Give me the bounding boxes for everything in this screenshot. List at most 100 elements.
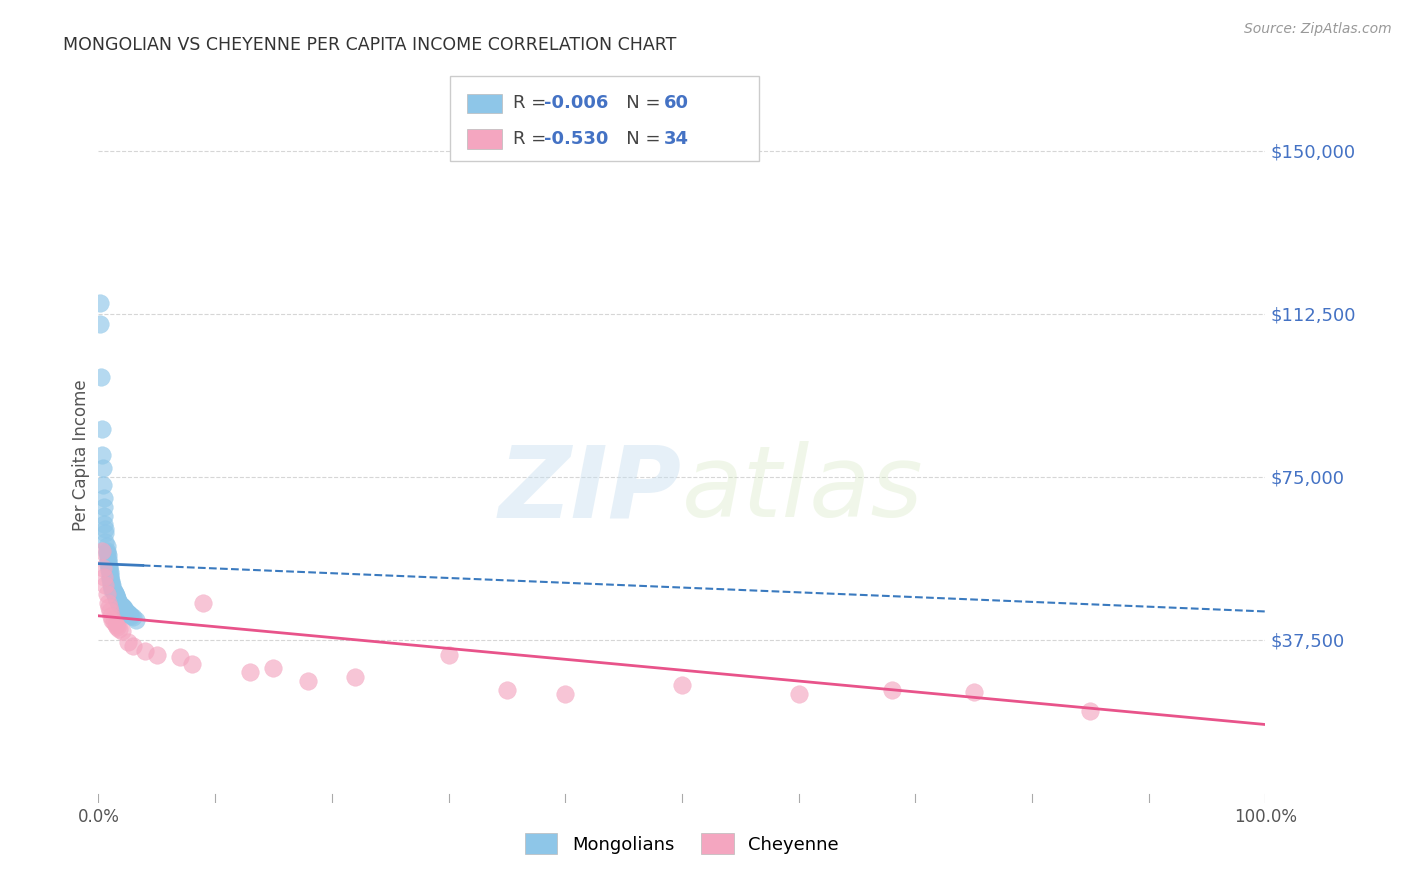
Point — [108, 597, 131, 611]
Point — [962, 685, 984, 699]
Point — [118, 607, 141, 622]
Point — [96, 543, 118, 558]
Legend: Mongolians, Cheyenne: Mongolians, Cheyenne — [516, 824, 848, 863]
Point — [103, 585, 125, 599]
Point — [671, 678, 693, 692]
Point — [94, 578, 117, 592]
Text: -0.530: -0.530 — [544, 130, 609, 148]
Point — [91, 478, 114, 492]
Point — [880, 682, 903, 697]
Text: R =: R = — [513, 95, 553, 112]
Point — [98, 566, 121, 580]
Point — [117, 606, 139, 620]
Point — [97, 557, 120, 571]
Point — [125, 613, 148, 627]
Point — [98, 572, 121, 586]
Point — [101, 578, 124, 592]
Text: MONGOLIAN VS CHEYENNE PER CAPITA INCOME CORRELATION CHART: MONGOLIAN VS CHEYENNE PER CAPITA INCOME … — [63, 36, 676, 54]
Point — [93, 570, 115, 584]
Point — [100, 608, 122, 623]
Text: N =: N = — [609, 95, 666, 112]
Point — [90, 448, 112, 462]
Text: atlas: atlas — [682, 442, 924, 538]
Point — [94, 534, 117, 549]
Text: Source: ZipAtlas.com: Source: ZipAtlas.com — [1244, 22, 1392, 37]
Point — [91, 561, 114, 575]
Point — [94, 522, 117, 536]
Point — [134, 643, 156, 657]
Point — [111, 600, 134, 615]
Point — [103, 583, 125, 598]
Point — [114, 604, 136, 618]
Point — [107, 593, 129, 607]
Point — [90, 422, 112, 436]
Point — [97, 563, 120, 577]
Point — [89, 295, 111, 310]
Point — [93, 517, 115, 532]
Point — [98, 567, 121, 582]
Point — [96, 587, 118, 601]
Text: R =: R = — [513, 130, 553, 148]
Point — [100, 576, 122, 591]
Point — [193, 596, 215, 610]
Point — [180, 657, 202, 671]
Y-axis label: Per Capita Income: Per Capita Income — [72, 379, 90, 531]
Point — [90, 543, 112, 558]
Point — [93, 491, 115, 506]
Point — [122, 609, 145, 624]
Point — [787, 687, 810, 701]
Point — [554, 687, 576, 701]
Point — [169, 650, 191, 665]
Text: 60: 60 — [664, 95, 689, 112]
Point — [105, 620, 128, 634]
Point — [297, 674, 319, 689]
Point — [115, 605, 138, 619]
Text: N =: N = — [609, 130, 666, 148]
Point — [94, 526, 117, 541]
Point — [90, 369, 112, 384]
Point — [104, 587, 127, 601]
Point — [118, 607, 141, 621]
Point — [112, 601, 135, 615]
Point — [103, 615, 125, 630]
Point — [111, 599, 134, 613]
Point — [104, 617, 127, 632]
Point — [101, 581, 124, 595]
Point — [100, 578, 122, 592]
Point — [97, 600, 120, 615]
Point — [100, 574, 122, 588]
Point — [496, 682, 519, 697]
Point — [97, 548, 120, 562]
Point — [98, 570, 121, 584]
Point — [104, 588, 127, 602]
Point — [108, 622, 131, 636]
Point — [105, 591, 128, 606]
Point — [111, 624, 134, 638]
Point — [98, 605, 121, 619]
Point — [96, 539, 118, 553]
Point — [101, 613, 124, 627]
Point — [344, 670, 367, 684]
Point — [104, 591, 127, 605]
Point — [93, 508, 115, 523]
Point — [122, 639, 145, 653]
Point — [93, 500, 115, 514]
Point — [239, 665, 262, 680]
Text: -0.006: -0.006 — [544, 95, 609, 112]
Point — [97, 596, 120, 610]
Point — [105, 592, 128, 607]
Point — [108, 596, 131, 610]
Point — [89, 318, 111, 332]
Point — [97, 554, 120, 568]
Point — [97, 552, 120, 566]
Point — [110, 598, 132, 612]
Text: ZIP: ZIP — [499, 442, 682, 538]
Point — [437, 648, 460, 662]
Point — [1080, 705, 1102, 719]
Point — [91, 461, 114, 475]
Point — [96, 546, 118, 560]
Point — [262, 661, 284, 675]
Point — [97, 561, 120, 575]
Point — [101, 582, 124, 597]
Point — [112, 602, 135, 616]
